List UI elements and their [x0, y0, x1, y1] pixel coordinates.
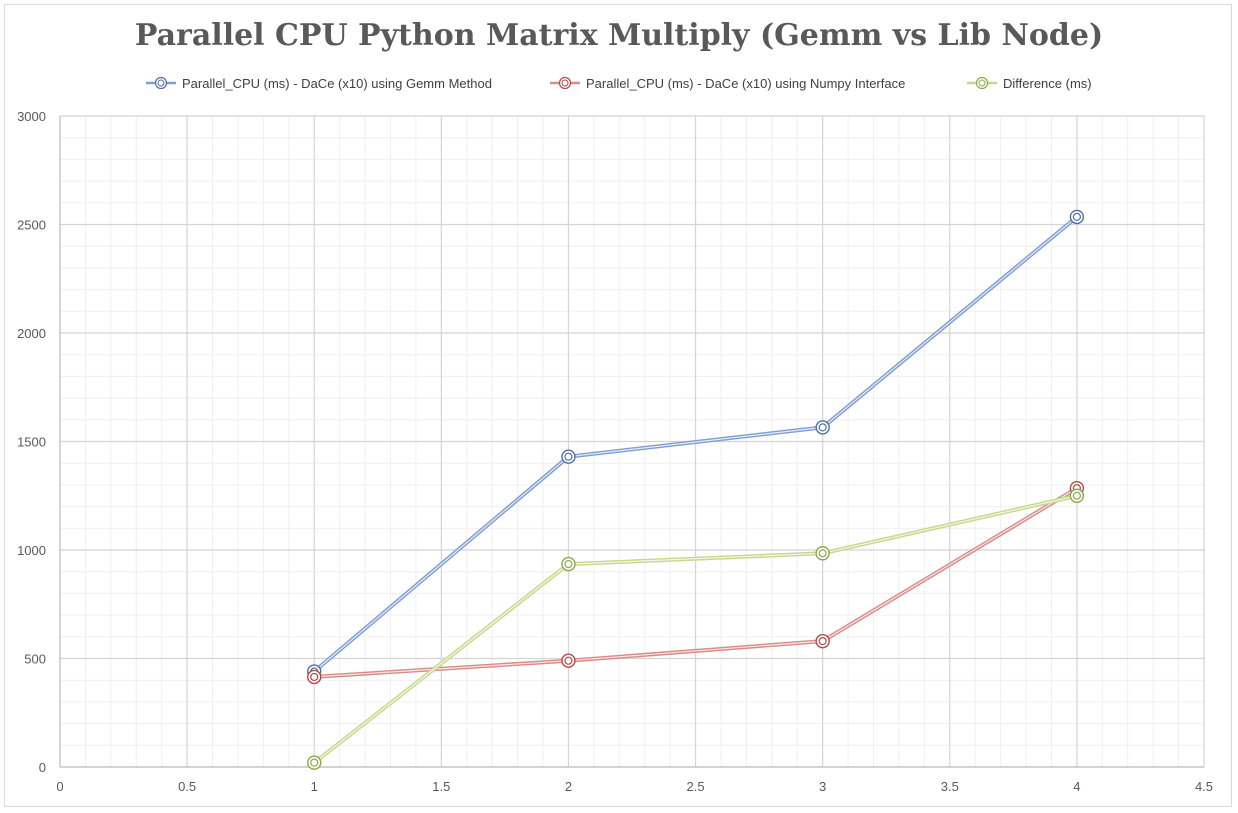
data-point-0-2	[815, 420, 830, 435]
x-tick-label: 4.5	[1195, 779, 1213, 794]
legend-marker-gemm	[146, 76, 176, 90]
y-tick-label: 2000	[17, 326, 46, 341]
data-point-1-2	[815, 633, 830, 649]
legend: Parallel_CPU (ms) - DaCe (x10) using Gem…	[0, 72, 1238, 94]
series-line-highlight-2	[313, 495, 1078, 764]
data-point-2-1	[561, 556, 576, 572]
x-tick-label: 2.5	[687, 779, 705, 794]
data-point-1-0	[307, 669, 322, 685]
data-point-inner-1-1	[564, 656, 573, 665]
data-point-inner-1-2	[818, 637, 827, 646]
series-line-highlight-0	[313, 216, 1078, 672]
y-tick-label: 3000	[17, 109, 46, 124]
legend-item-numpy: Parallel_CPU (ms) - DaCe (x10) using Num…	[550, 72, 905, 94]
x-tick-label: 0.5	[178, 779, 196, 794]
data-point-inner-0-2	[818, 423, 827, 432]
chart-title: Parallel CPU Python Matrix Multiply (Gem…	[134, 18, 1104, 53]
x-tick-label: 3	[819, 779, 826, 794]
y-tick-label: 1500	[17, 435, 46, 450]
data-point-1-1	[561, 653, 576, 668]
data-point-inner-2-0	[310, 758, 319, 767]
data-point-inner-0-1	[564, 452, 573, 461]
y-tick-label: 1000	[17, 543, 46, 558]
y-tick-label: 0	[39, 760, 46, 775]
legend-item-gemm: Parallel_CPU (ms) - DaCe (x10) using Gem…	[146, 72, 492, 94]
data-point-inner-2-2	[818, 549, 827, 558]
series-line-highlight-1	[314, 487, 1078, 678]
legend-marker-difference	[967, 76, 997, 90]
legend-label-gemm: Parallel_CPU (ms) - DaCe (x10) using Gem…	[182, 75, 492, 91]
x-tick-label: 2	[565, 779, 572, 794]
x-tick-label: 0	[56, 779, 63, 794]
legend-item-difference: Difference (ms)	[967, 72, 1092, 94]
data-point-inner-2-3	[1072, 491, 1081, 500]
data-point-2-0	[307, 755, 322, 770]
data-point-2-2	[815, 546, 830, 561]
data-point-inner-1-0	[310, 672, 319, 682]
legend-label-difference: Difference (ms)	[1003, 75, 1092, 91]
x-tick-label: 1.5	[432, 779, 450, 794]
data-point-inner-0-3	[1072, 212, 1081, 222]
x-tick-label: 1	[311, 779, 318, 794]
y-tick-label: 2500	[17, 218, 46, 233]
y-tick-label: 500	[24, 652, 46, 667]
legend-label-numpy: Parallel_CPU (ms) - DaCe (x10) using Num…	[586, 75, 906, 91]
data-point-inner-2-1	[564, 560, 573, 569]
data-point-0-3	[1069, 209, 1085, 225]
data-point-0-1	[561, 449, 576, 464]
data-point-2-3	[1069, 488, 1085, 503]
legend-marker-numpy	[550, 76, 580, 90]
x-tick-label: 4	[1073, 779, 1080, 794]
x-tick-label: 3.5	[941, 779, 959, 794]
